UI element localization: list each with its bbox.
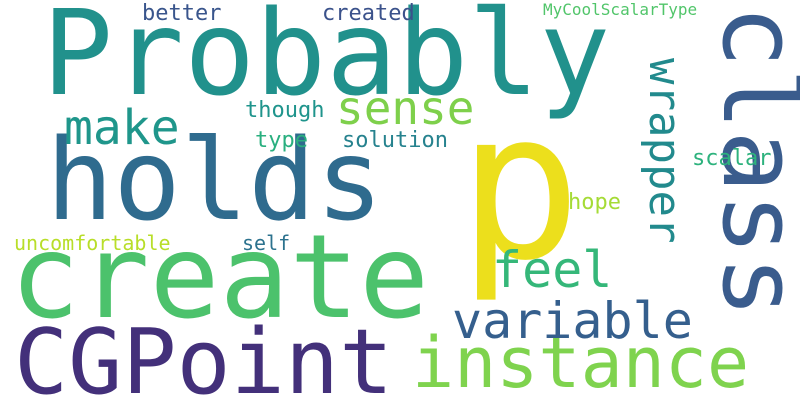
word-uncomfortable: uncomfortable xyxy=(14,231,171,255)
word-instance: instance xyxy=(412,322,750,400)
word-mycoolscalartype: MyCoolScalarType xyxy=(543,0,698,19)
word-created: created xyxy=(322,1,415,26)
word-solution: solution xyxy=(342,128,448,153)
word-type: type xyxy=(255,128,308,153)
word-class: class xyxy=(699,5,800,319)
word-probably: Probably xyxy=(42,0,611,122)
word-make: make xyxy=(64,100,180,156)
word-create: create xyxy=(10,210,430,345)
word-feel: feel xyxy=(492,241,613,299)
word-though: though xyxy=(245,98,325,123)
word-scalar: scalar xyxy=(692,146,772,171)
word-self: self xyxy=(242,231,291,255)
word-better: better xyxy=(142,1,222,26)
word-cgpoint: CGPoint xyxy=(14,310,394,400)
word-wrapper: wrapper xyxy=(639,58,690,244)
word-variable: variable xyxy=(452,292,693,350)
word-p: p xyxy=(458,68,582,306)
word-hope: hope xyxy=(568,190,621,215)
word-sense: sense xyxy=(336,81,475,135)
word-holds: holds xyxy=(46,116,384,246)
